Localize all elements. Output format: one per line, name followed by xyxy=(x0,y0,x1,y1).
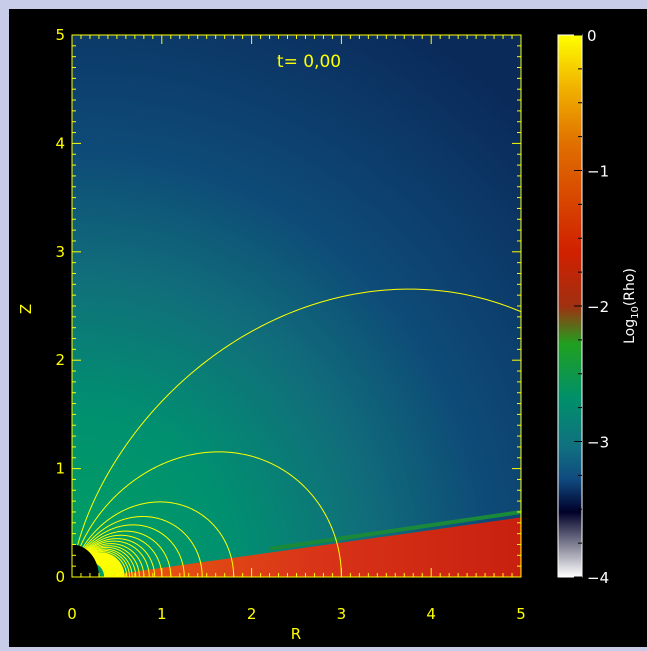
x-tick-label: 3 xyxy=(337,605,347,623)
x-tick-label: 0 xyxy=(67,605,77,623)
x-axis-label: R xyxy=(291,625,301,643)
colorbar-title-main: Log xyxy=(622,319,638,344)
colorbar: 0 −1 −2 −3 −4 Log10(Rho) xyxy=(557,27,641,587)
disk-region xyxy=(112,517,521,577)
colorbar-title: Log10(Rho) xyxy=(622,268,641,344)
plot-frame: 0 1 2 3 4 5 0 1 2 3 4 5 t= 0,00 R Z 0 −1 −2 −3 −4 Log10… xyxy=(9,9,647,647)
density-background xyxy=(72,35,521,577)
colorbar-tick-label: 0 xyxy=(587,27,597,45)
disk-edge-layer xyxy=(269,509,521,551)
colorbar-tick-label: −1 xyxy=(587,163,609,181)
x-tick-label: 2 xyxy=(247,605,257,623)
central-star xyxy=(72,544,99,577)
colorbar-tick-labels: 0 −1 −2 −3 −4 xyxy=(587,27,609,587)
field-line xyxy=(72,288,521,577)
colorbar-title-rest: (Rho) xyxy=(622,268,638,306)
x-tick-label: 1 xyxy=(157,605,167,623)
y-tick-label: 4 xyxy=(55,134,65,152)
colorbar-tick-label: −4 xyxy=(587,569,609,587)
density-chart: 0 1 2 3 4 5 0 1 2 3 4 5 t= 0,00 R Z 0 −1 −2 −3 −4 Log10… xyxy=(17,26,641,643)
colorbar-ticks xyxy=(574,34,582,578)
x-tick-label: 4 xyxy=(426,605,436,623)
y-tick-label: 2 xyxy=(55,351,65,369)
y-axis-label: Z xyxy=(17,304,35,314)
y-tick-label: 0 xyxy=(55,568,65,586)
x-tick-label: 5 xyxy=(516,605,526,623)
axis-tick-labels: 0 1 2 3 4 5 0 1 2 3 4 5 xyxy=(55,26,525,623)
plot-area xyxy=(71,34,522,578)
colorbar-title-sub: 10 xyxy=(630,306,641,319)
y-tick-label: 5 xyxy=(55,26,65,44)
colorbar-tick-label: −2 xyxy=(587,298,609,316)
y-tick-label: 3 xyxy=(55,243,65,261)
y-tick-label: 1 xyxy=(55,460,65,478)
time-annotation: t= 0,00 xyxy=(277,52,341,72)
axis-ticks xyxy=(71,34,522,578)
colorbar-tick-label: −3 xyxy=(587,434,609,452)
